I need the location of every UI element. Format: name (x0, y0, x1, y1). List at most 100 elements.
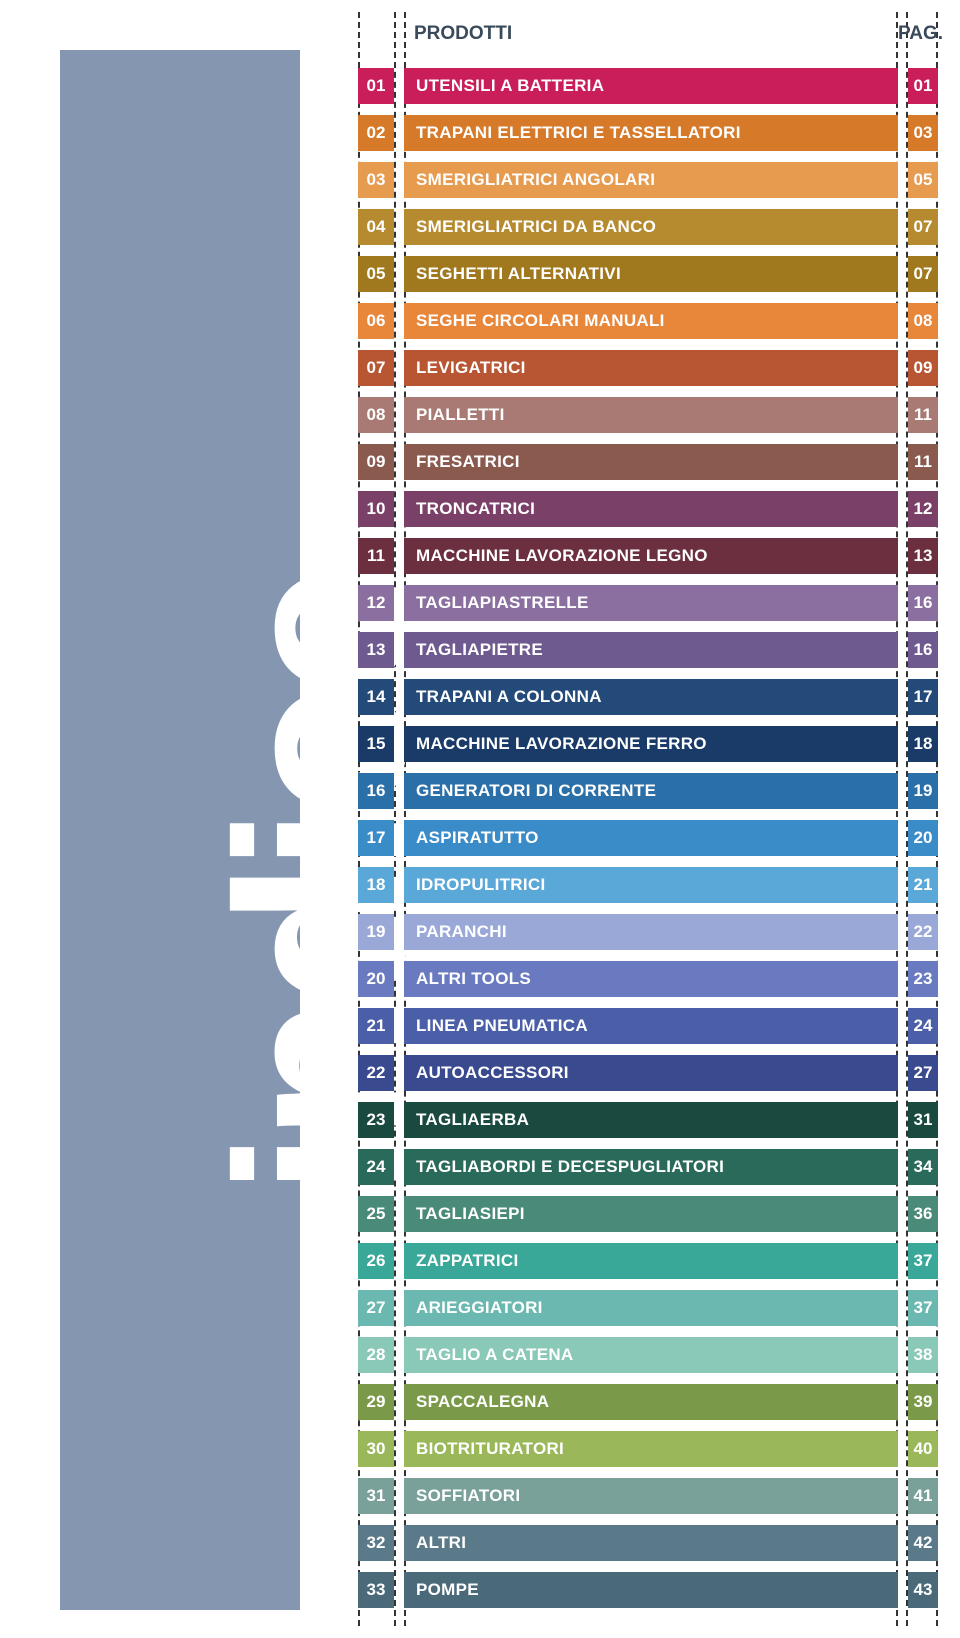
row-number: 02 (358, 115, 394, 151)
row-number: 25 (358, 1196, 394, 1232)
row-name: TAGLIO A CATENA (404, 1337, 898, 1373)
table-row: 29 SPACCALEGNA 39 (358, 1384, 938, 1420)
row-name: TRAPANI ELETTRICI E TASSELLATORI (404, 115, 898, 151)
row-name: SPACCALEGNA (404, 1384, 898, 1420)
row-name: UTENSILI A BATTERIA (404, 68, 898, 104)
row-page: 09 (908, 350, 938, 386)
row-number: 20 (358, 961, 394, 997)
row-number: 04 (358, 209, 394, 245)
row-name: IDROPULITRICI (404, 867, 898, 903)
row-page: 22 (908, 914, 938, 950)
row-number: 10 (358, 491, 394, 527)
table-row: 12TAGLIAPIASTRELLE16 (358, 585, 938, 621)
table-row: 05 SEGHETTI ALTERNATIVI 07 (358, 256, 938, 292)
table-row: 24 TAGLIABORDI E DECESPUGLIATORI 34 (358, 1149, 938, 1185)
row-number: 21 (358, 1008, 394, 1044)
row-number: 23 (358, 1102, 394, 1138)
row-page: 20 (908, 820, 938, 856)
row-name: TRONCATRICI (404, 491, 898, 527)
table-row: 28 TAGLIO A CATENA 38 (358, 1337, 938, 1373)
row-page: 11 (908, 444, 938, 480)
row-name: LINEA PNEUMATICA (404, 1008, 898, 1044)
row-page: 24 (908, 1008, 938, 1044)
row-page: 17 (908, 679, 938, 715)
table-row: 23TAGLIAERBA31 (358, 1102, 938, 1138)
row-page: 01 (908, 68, 938, 104)
row-number: 11 (358, 538, 394, 574)
row-number: 24 (358, 1149, 394, 1185)
row-page: 31 (908, 1102, 938, 1138)
row-page: 41 (908, 1478, 938, 1514)
row-number: 19 (358, 914, 394, 950)
row-page: 16 (908, 585, 938, 621)
row-number: 08 (358, 397, 394, 433)
table-row: 19 PARANCHI 22 (358, 914, 938, 950)
row-name: GENERATORI DI CORRENTE (404, 773, 898, 809)
row-page: 34 (908, 1149, 938, 1185)
table-row: 13 TAGLIAPIETRE 16 (358, 632, 938, 668)
row-name: TAGLIAPIETRE (404, 632, 898, 668)
table-row: 27ARIEGGIATORI37 (358, 1290, 938, 1326)
row-name: SEGHE CIRCOLARI MANUALI (404, 303, 898, 339)
table-row: 11MACCHINE LAVORAZIONE LEGNO13 (358, 538, 938, 574)
row-name: SMERIGLIATRICI DA BANCO (404, 209, 898, 245)
header-prodotti: PRODOTTI (404, 23, 898, 45)
table-row: 16GENERATORI DI CORRENTE19 (358, 773, 938, 809)
row-number: 09 (358, 444, 394, 480)
row-number: 30 (358, 1431, 394, 1467)
row-name: SEGHETTI ALTERNATIVI (404, 256, 898, 292)
row-number: 15 (358, 726, 394, 762)
row-number: 07 (358, 350, 394, 386)
row-page: 23 (908, 961, 938, 997)
row-number: 33 (358, 1572, 394, 1608)
row-number: 28 (358, 1337, 394, 1373)
table-row: 03SMERIGLIATRICI ANGOLARI05 (358, 162, 938, 198)
row-name: ALTRI (404, 1525, 898, 1561)
row-number: 29 (358, 1384, 394, 1420)
row-number: 05 (358, 256, 394, 292)
row-page: 42 (908, 1525, 938, 1561)
rows-container: PRODOTTI PAG. 01UTENSILI A BATTERIA0102T… (358, 12, 938, 1608)
row-page: 12 (908, 491, 938, 527)
table-row: 09 FRESATRICI 11 (358, 444, 938, 480)
table-row: 25TAGLIASIEPI36 (358, 1196, 938, 1232)
row-page: 40 (908, 1431, 938, 1467)
row-name: LEVIGATRICI (404, 350, 898, 386)
row-name: TAGLIASIEPI (404, 1196, 898, 1232)
row-page: 38 (908, 1337, 938, 1373)
row-name: PIALLETTI (404, 397, 898, 433)
table-row: 02TRAPANI ELETTRICI E TASSELLATORI03 (358, 115, 938, 151)
table-header: PRODOTTI PAG. (358, 12, 938, 56)
row-page: 05 (908, 162, 938, 198)
table-row: 21 LINEA PNEUMATICA 24 (358, 1008, 938, 1044)
row-number: 13 (358, 632, 394, 668)
row-name: PARANCHI (404, 914, 898, 950)
row-page: 07 (908, 256, 938, 292)
row-name: SMERIGLIATRICI ANGOLARI (404, 162, 898, 198)
table-row: 15MACCHINE LAVORAZIONE FERRO18 (358, 726, 938, 762)
row-name: ASPIRATUTTO (404, 820, 898, 856)
row-page: 39 (908, 1384, 938, 1420)
row-name: AUTOACCESSORI (404, 1055, 898, 1091)
row-number: 12 (358, 585, 394, 621)
row-number: 31 (358, 1478, 394, 1514)
row-name: SOFFIATORI (404, 1478, 898, 1514)
header-pag: PAG. (898, 23, 938, 45)
table-row: 18IDROPULITRICI21 (358, 867, 938, 903)
row-page: 18 (908, 726, 938, 762)
row-number: 16 (358, 773, 394, 809)
row-number: 22 (358, 1055, 394, 1091)
row-page: 16 (908, 632, 938, 668)
row-name: FRESATRICI (404, 444, 898, 480)
table-row: 07 LEVIGATRICI 09 (358, 350, 938, 386)
row-name: TAGLIABORDI E DECESPUGLIATORI (404, 1149, 898, 1185)
row-page: 07 (908, 209, 938, 245)
table-row: 31 SOFFIATORI 41 (358, 1478, 938, 1514)
table-row: 26ZAPPATRICI37 (358, 1243, 938, 1279)
row-number: 18 (358, 867, 394, 903)
row-page: 37 (908, 1243, 938, 1279)
row-number: 27 (358, 1290, 394, 1326)
table-row: 08PIALLETTI11 (358, 397, 938, 433)
table-row: 20ALTRI TOOLS23 (358, 961, 938, 997)
table-row: 32ALTRI42 (358, 1525, 938, 1561)
